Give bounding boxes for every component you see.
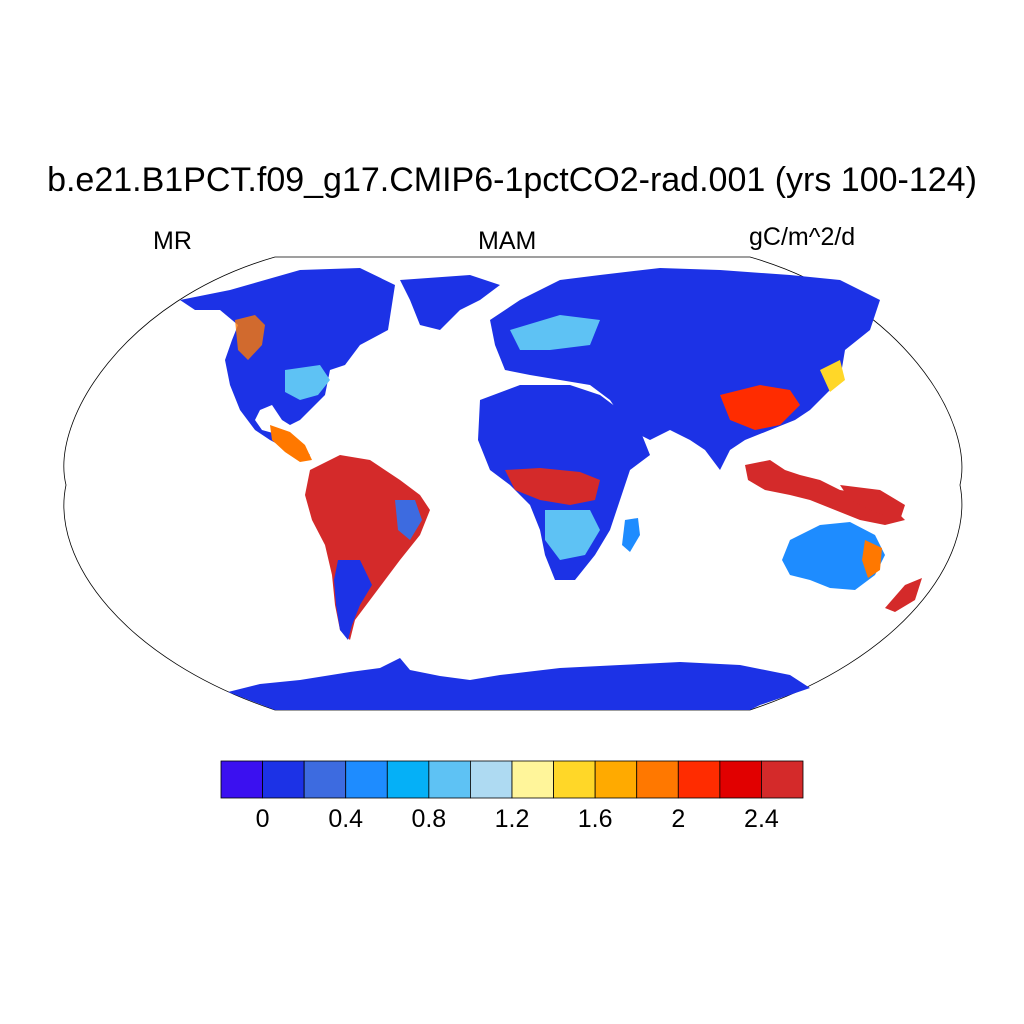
colorbar-tick-label: 1.2 (494, 805, 530, 833)
east-asia-yellow (820, 360, 845, 392)
variable-label: MR (153, 227, 192, 255)
north-america-east-light (285, 365, 330, 400)
colorbar-swatch (262, 760, 305, 799)
south-america-south-blue (334, 560, 372, 640)
units-label: gC/m^2/d (749, 223, 856, 251)
southeast-asia-islands (745, 460, 905, 525)
colorbar-tick-label: 0.4 (328, 805, 364, 833)
colorbar-tick-label: 0 (255, 805, 270, 833)
colorbar-swatch (761, 760, 804, 799)
colorbar-tick-label: 2 (671, 805, 686, 833)
colorbar-swatch (303, 760, 347, 799)
colorbar-tick-label: 0.8 (411, 805, 447, 833)
north-america-warm-west (235, 315, 265, 360)
europe-light-band (510, 315, 600, 350)
new-guinea (840, 485, 905, 520)
colorbar-swatch (677, 760, 721, 799)
colorbar-swatch (470, 760, 513, 799)
north-america-land (180, 268, 395, 455)
colorbar-swatch (636, 760, 679, 799)
colorbar-swatch (553, 760, 596, 799)
greenland (400, 275, 500, 330)
central-america-land (270, 425, 312, 462)
south-america-east-blue (395, 500, 422, 540)
colorbar-swatch (594, 760, 638, 799)
africa-south-light (545, 510, 600, 560)
colorbar-swatch (428, 760, 471, 799)
antarctica-land (228, 658, 810, 710)
colorbar-tick-label: 1.6 (577, 805, 613, 833)
south-asia-warm (720, 385, 800, 430)
colorbar-swatch (511, 760, 554, 799)
new-zealand (885, 578, 922, 612)
australia-land (782, 522, 885, 590)
colorbar-swatch (719, 760, 762, 799)
colorbar-swatch (345, 760, 388, 799)
africa-central-tropics (505, 468, 600, 505)
map-title: b.e21.B1PCT.f09_g17.CMIP6-1pctCO2-rad.00… (47, 161, 977, 199)
colorbar-tick-label: 2.4 (744, 805, 779, 833)
colorbar-swatch (220, 760, 263, 799)
colorbar-swatch (386, 760, 430, 799)
australia-east-warm (862, 540, 882, 578)
season-label: MAM (478, 227, 537, 255)
colorbar (220, 760, 804, 799)
madagascar (622, 518, 640, 552)
